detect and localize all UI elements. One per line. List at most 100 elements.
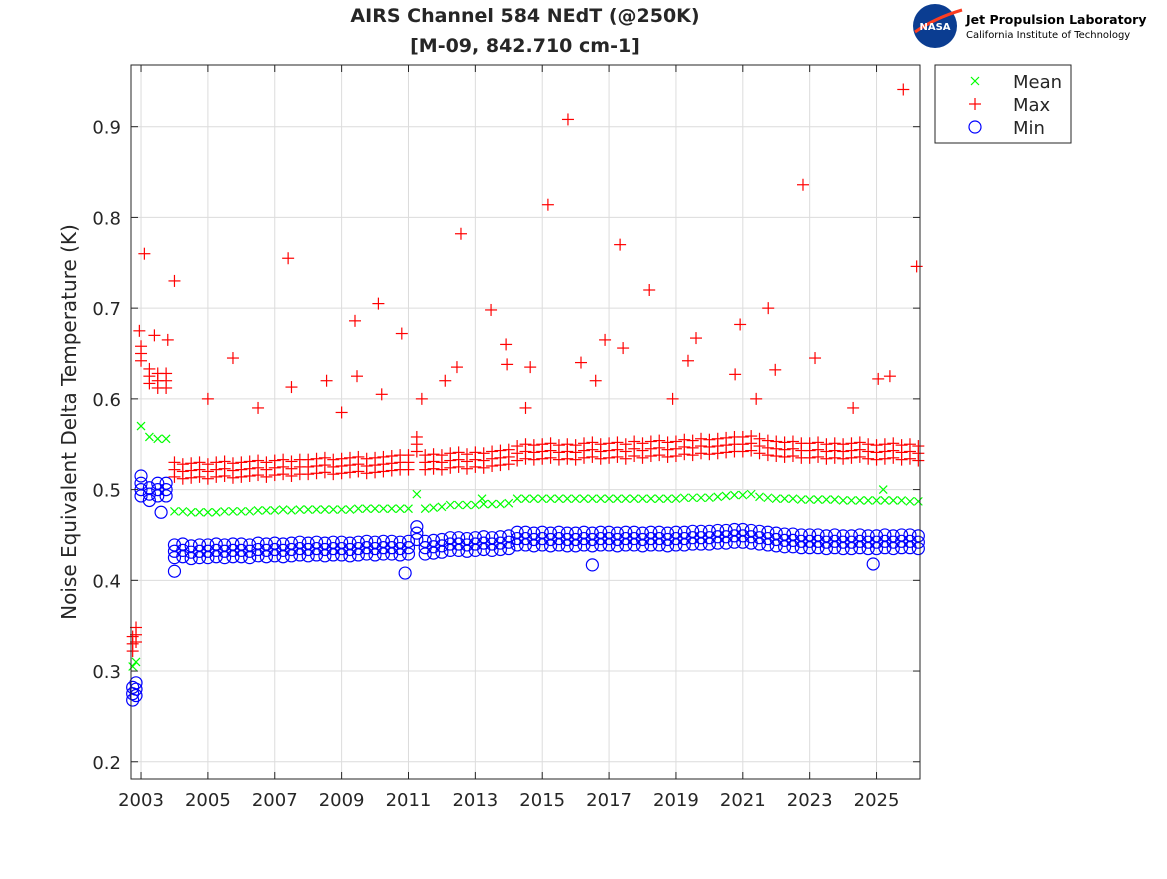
data-point-max <box>176 458 189 471</box>
data-point-mean <box>144 432 154 442</box>
data-point-max <box>415 392 428 405</box>
data-point-min <box>243 551 257 565</box>
data-point-max <box>653 434 666 447</box>
data-point-min <box>560 539 574 553</box>
data-point-max <box>552 439 565 452</box>
data-point-max <box>410 430 423 443</box>
data-point-mean <box>888 496 898 505</box>
data-point-max <box>527 439 540 452</box>
legend-label: Max <box>1013 95 1051 116</box>
chart-title: AIRS Channel 584 NEdT (@250K) <box>350 5 699 27</box>
data-point-max <box>695 432 708 445</box>
data-point-max <box>578 437 591 450</box>
data-point-max <box>226 352 239 365</box>
data-point-min <box>468 543 482 557</box>
data-point-min <box>443 531 457 545</box>
data-point-mean <box>546 494 555 504</box>
data-point-min <box>510 538 524 552</box>
data-point-min <box>585 539 599 553</box>
data-point-mean <box>437 502 447 512</box>
data-point-min <box>351 548 365 562</box>
data-point-min <box>485 543 499 557</box>
data-point-mean <box>170 506 179 516</box>
data-point-mean <box>496 499 505 509</box>
data-point-min <box>167 564 182 578</box>
data-point-min <box>251 536 265 550</box>
legend-marker-icon <box>969 98 981 110</box>
data-point-min <box>142 493 156 508</box>
y-tick-label: 0.7 <box>92 299 121 320</box>
data-point-mean <box>788 494 798 504</box>
data-point-min <box>134 469 148 483</box>
data-point-min <box>711 536 725 550</box>
data-point-min <box>560 532 574 547</box>
data-point-min <box>711 523 725 538</box>
data-point-max <box>454 227 467 240</box>
data-point-min <box>660 539 675 553</box>
data-point-min <box>318 549 332 563</box>
data-point-min <box>811 528 825 542</box>
data-point-min <box>401 541 416 555</box>
data-point-max <box>803 437 816 450</box>
y-tick-label: 0.9 <box>92 118 121 139</box>
data-point-min <box>719 536 733 550</box>
data-point-min <box>610 539 625 553</box>
data-point-max <box>143 362 156 375</box>
data-point-mean <box>295 505 305 514</box>
y-tick-label: 0.3 <box>92 662 121 683</box>
data-point-mean <box>362 504 372 514</box>
data-point-mean <box>253 506 263 515</box>
data-point-max <box>226 457 239 470</box>
data-point-mean <box>529 494 539 504</box>
data-point-mean <box>813 495 823 504</box>
data-point-min <box>129 688 143 703</box>
data-point-max <box>690 332 703 345</box>
data-point-min <box>435 532 449 547</box>
data-point-max <box>820 438 833 451</box>
data-point-max <box>218 455 231 468</box>
data-point-max <box>369 451 382 464</box>
data-point-min <box>268 536 282 550</box>
data-point-max <box>862 438 875 451</box>
data-point-mean <box>663 494 673 504</box>
data-point-min <box>435 545 449 559</box>
x-tick-label: 2003 <box>118 790 164 811</box>
data-point-mean <box>878 485 888 495</box>
data-point-min <box>129 682 143 696</box>
x-tick-label: 2007 <box>252 790 298 811</box>
nasa-logo-text: NASA <box>919 22 950 33</box>
data-point-min <box>376 534 391 548</box>
data-point-mean <box>345 505 355 514</box>
data-point-min <box>393 548 407 562</box>
data-point-mean <box>128 662 138 671</box>
data-point-max <box>477 447 490 460</box>
data-point-max <box>750 392 763 405</box>
data-point-min <box>911 541 925 556</box>
data-point-max <box>502 443 515 456</box>
data-point-max <box>753 432 766 445</box>
x-tick-label: 2013 <box>452 790 498 811</box>
data-point-min <box>259 550 274 564</box>
data-point-min <box>502 529 516 543</box>
data-point-mean <box>395 504 405 514</box>
data-point-min <box>134 476 148 490</box>
data-point-max <box>762 302 775 315</box>
data-point-mean <box>521 494 530 504</box>
data-point-mean <box>730 490 739 500</box>
data-point-mean <box>228 506 238 516</box>
data-point-mean <box>688 493 698 503</box>
data-point-min <box>895 541 909 555</box>
data-point-max <box>594 438 607 451</box>
logo-line2: California Institute of Technology <box>966 30 1130 41</box>
data-point-min <box>326 548 340 562</box>
data-point-min <box>142 487 156 501</box>
data-point-mean <box>312 505 321 514</box>
data-point-max <box>148 329 161 342</box>
data-point-min <box>276 550 290 564</box>
data-point-max <box>524 361 537 374</box>
data-point-max <box>375 388 388 401</box>
data-point-max <box>351 370 364 383</box>
data-point-mean <box>621 494 631 504</box>
data-point-max <box>796 178 809 191</box>
